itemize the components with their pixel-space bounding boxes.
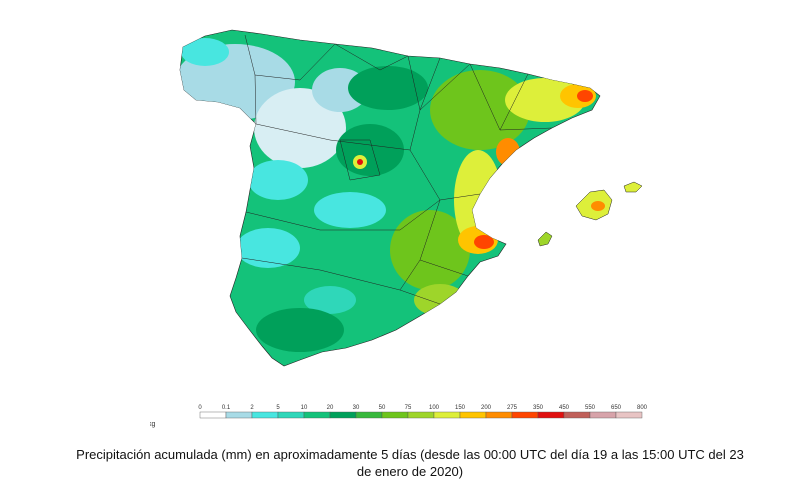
precip-max-castellon [496, 138, 520, 166]
precip-area-green-andalucia [256, 308, 344, 352]
caption-line-2: de enero de 2020) [356, 464, 464, 479]
legend-unit-label: kg [150, 421, 156, 428]
legend-colorbar: kg 0 0.1 2 5 10 20 30 50 75 100 150 200 275 350 450 550… [148, 405, 648, 428]
island-menorca [623, 181, 643, 193]
region-borders [241, 34, 553, 305]
legend-swatch [303, 411, 331, 419]
spain-precipitation-map [179, 29, 643, 367]
legend-swatch [355, 411, 383, 419]
caption-line-1: Precipitación acumulada (mm) en aproxima… [76, 447, 744, 462]
legend-swatch [329, 411, 357, 419]
precip-max-girona-core [577, 90, 593, 102]
precip-area-castilla-west [254, 88, 346, 168]
mainland-spain [179, 29, 601, 367]
legend-tick-label: 0.1 [222, 405, 231, 411]
precipitation-legend: kg 0 0.1 2 5 10 20 30 50 75 100 150 200 275 350 450 550… [148, 404, 670, 434]
legend-swatch [563, 411, 591, 419]
legend-tick-label: 2 [250, 405, 254, 411]
legend-swatch [615, 411, 643, 419]
legend-tick-label: 550 [585, 405, 596, 411]
legend-swatch [277, 411, 305, 419]
legend-swatch [537, 411, 565, 419]
legend-swatch [511, 411, 539, 419]
map-caption: Precipitación acumulada (mm) en aproxima… [30, 446, 790, 480]
legend-swatch [251, 411, 279, 419]
legend-tick-label: 150 [455, 405, 466, 411]
precip-max-madrid-core [357, 159, 363, 165]
legend-tick-label: 20 [327, 405, 334, 411]
legend-tick-label: 5 [276, 405, 280, 411]
legend-tick-label: 200 [481, 405, 492, 411]
legend-tick-label: 350 [533, 405, 544, 411]
precip-area-cyan-galicia [181, 38, 229, 66]
legend-swatch [485, 411, 513, 419]
precip-max-mallorca [591, 201, 605, 211]
legend-swatch [381, 411, 409, 419]
island-ibiza [537, 231, 553, 247]
precip-area-green-north [348, 66, 428, 110]
precip-area-cyan-extremadura [236, 228, 300, 268]
legend-tick-label: 275 [507, 405, 518, 411]
legend-tick-label: 0 [198, 405, 202, 411]
precip-area-murcia [414, 284, 466, 316]
legend-tick-label: 10 [301, 405, 308, 411]
balearic-islands [537, 181, 643, 247]
legend-tick-label: 50 [379, 405, 386, 411]
legend-tick-label: 450 [559, 405, 570, 411]
precip-area-cyan-west [248, 160, 308, 200]
precip-area-green-center [336, 124, 404, 176]
legend-tick-label: 100 [429, 405, 440, 411]
legend-tick-label: 75 [405, 405, 412, 411]
legend-tick-label: 800 [637, 405, 648, 411]
legend-swatch [459, 411, 487, 419]
legend-swatch [407, 411, 435, 419]
precip-area-cyan-south [304, 286, 356, 314]
precip-max-alicante-core [474, 235, 494, 249]
legend-tick-label: 650 [611, 405, 622, 411]
legend-swatch [589, 411, 617, 419]
legend-swatch [433, 411, 461, 419]
legend-swatch [199, 411, 227, 419]
precip-area-cyan-center [314, 192, 386, 228]
legend-tick-label: 30 [353, 405, 360, 411]
legend-swatch [225, 411, 253, 419]
